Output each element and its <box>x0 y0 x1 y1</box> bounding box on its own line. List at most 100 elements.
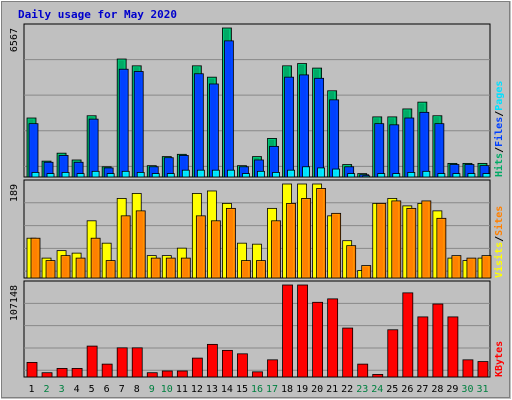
x-tick-label: 1 <box>29 384 35 395</box>
legend-hits-files-pages: Hits/Files/Pages <box>493 81 505 177</box>
bar-pages <box>302 166 310 178</box>
bar-highlight <box>298 285 306 377</box>
bar-files <box>389 124 400 178</box>
bar-sites <box>60 255 71 279</box>
bar-sites <box>135 210 146 279</box>
bar-kbytes <box>116 347 128 378</box>
bar-kbytes <box>237 353 248 378</box>
legend-item: KBytes <box>494 341 505 377</box>
bar-highlight <box>47 174 53 177</box>
bar-pages <box>272 172 280 178</box>
bar-highlight <box>213 170 218 177</box>
bar-pages <box>482 173 491 178</box>
bar-pages <box>211 169 220 178</box>
x-tick-label: 31 <box>476 384 488 395</box>
bar-highlight <box>227 209 234 278</box>
bar-highlight <box>483 174 489 177</box>
bar-highlight <box>467 258 475 278</box>
legend-item: Sites <box>493 206 505 236</box>
bar-kbytes <box>357 363 369 378</box>
bar-pages <box>317 167 326 178</box>
bar-highlight <box>46 261 54 278</box>
bar-highlight <box>182 258 189 278</box>
bar-kbytes <box>282 284 293 378</box>
bar-sites <box>271 220 281 279</box>
bar-highlight <box>193 358 201 377</box>
bar-highlight <box>208 345 216 377</box>
bar-sites <box>391 200 402 279</box>
bar-files <box>299 74 309 178</box>
bar-highlight <box>283 285 291 377</box>
bar-highlight <box>102 364 111 377</box>
bar-highlight <box>348 174 353 177</box>
bar-kbytes <box>447 316 459 378</box>
bar-highlight <box>151 258 159 278</box>
x-tick-label: 19 <box>296 384 308 395</box>
bar-highlight <box>42 373 51 377</box>
bar-highlight <box>27 363 36 377</box>
bar-kbytes <box>86 345 98 378</box>
bar-sites <box>361 265 372 279</box>
bar-pages <box>362 175 371 178</box>
bar-pages <box>166 173 175 178</box>
bar-kbytes <box>191 357 203 378</box>
bar-highlight <box>87 346 96 377</box>
bar-highlight <box>333 169 338 177</box>
bar-highlight <box>358 364 367 377</box>
bar-highlight <box>422 201 430 278</box>
x-tick-label: 13 <box>206 384 218 395</box>
legend-item: / <box>494 111 505 117</box>
bar-pages <box>287 169 295 178</box>
bar-pages <box>136 172 145 178</box>
bar-kbytes <box>297 284 308 378</box>
bar-pages <box>452 173 461 178</box>
bar-highlight <box>418 317 427 377</box>
bar-sites <box>195 215 206 279</box>
bar-highlight <box>362 266 370 278</box>
bar-highlight <box>343 328 351 377</box>
bar-kbytes <box>477 361 489 378</box>
bar-sites <box>45 260 56 279</box>
bar-kbytes <box>131 347 143 378</box>
bar-highlight <box>57 369 66 377</box>
bar-pages <box>377 173 386 178</box>
x-tick-label: 11 <box>176 384 188 395</box>
bar-kbytes <box>462 359 474 378</box>
bar-highlight <box>478 362 487 377</box>
x-tick-label: 28 <box>431 384 443 395</box>
bar-pages <box>106 173 115 178</box>
bar-highlight <box>31 238 39 278</box>
bar-files <box>224 40 234 178</box>
bar-highlight <box>437 219 445 278</box>
x-tick-label: 29 <box>446 384 458 395</box>
x-tick-label: 30 <box>461 384 473 395</box>
bar-pages <box>151 173 160 178</box>
bar-sites <box>165 257 176 279</box>
x-tick-label: 21 <box>326 384 338 395</box>
bar-kbytes <box>161 370 173 378</box>
x-tick-label: 18 <box>281 384 293 395</box>
bar-highlight <box>272 221 279 278</box>
bar-kbytes <box>26 362 38 378</box>
bar-highlight <box>317 189 324 278</box>
bar-highlight <box>72 369 81 377</box>
bar-files <box>118 68 129 178</box>
y-max-label: 189 <box>9 184 20 202</box>
bar-kbytes <box>56 368 68 378</box>
bar-highlight <box>393 174 399 177</box>
legend-kbytes: KBytes <box>494 341 505 377</box>
bar-sites <box>105 260 116 279</box>
bar-sites <box>226 207 236 279</box>
bar-highlight <box>152 174 158 177</box>
bar-highlight <box>388 330 397 377</box>
bar-kbytes <box>342 327 354 378</box>
legend-item: / <box>494 236 505 242</box>
bar-sites <box>286 202 296 279</box>
bar-kbytes <box>327 298 339 378</box>
bar-sites <box>331 212 342 279</box>
x-tick-label: 7 <box>119 384 125 395</box>
bar-highlight <box>448 317 457 377</box>
bar-highlight <box>313 302 321 377</box>
